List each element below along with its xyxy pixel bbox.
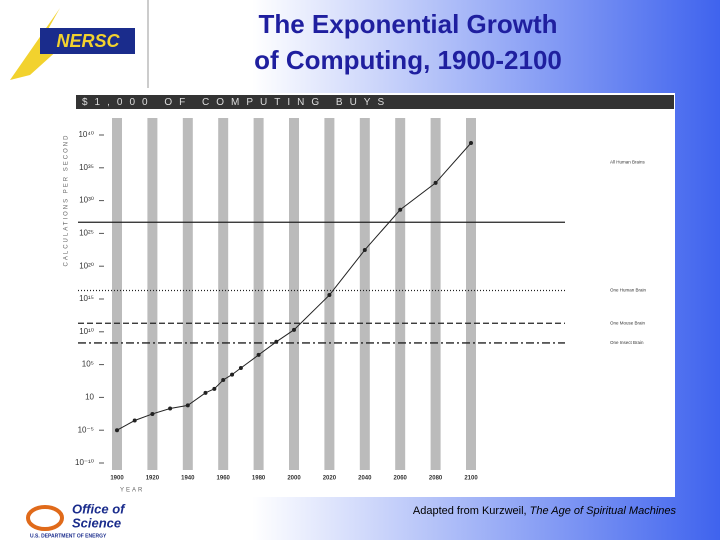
x-tick-label: 2080 [429,476,443,482]
x-tick-label: 1960 [217,476,231,482]
y-tick-label: 10¹⁰ [79,327,94,336]
y-tick-label: 10 [85,393,94,402]
reference-label: All Human Brains [610,159,646,164]
x-tick-label: 1900 [110,476,124,482]
data-point [230,372,235,377]
reference-label: One Human Brain [610,288,647,293]
data-point [398,207,403,212]
y-tick-label: 10³⁰ [79,196,94,205]
title: of Computing, 1900-2100 [254,45,562,75]
x-tick-label: 2100 [464,476,478,482]
banner [76,95,674,109]
data-point [132,418,137,423]
logo-box [40,28,135,54]
data-point [203,390,208,395]
data-point [433,180,438,185]
y-tick-label: 10⁵ [82,360,94,369]
grid-bar [253,118,264,470]
data-point [469,141,473,146]
grid-bar [289,118,299,470]
x-tick-label: 1940 [181,476,195,482]
grid-bar [359,118,370,470]
grid-bar [218,118,229,470]
data-point [115,428,119,433]
footer-logo-area [0,498,150,540]
y-tick-label: 10³⁵ [79,163,94,172]
credit-italic: The Age of Spiritual Machines [530,505,677,517]
x-tick-label: 2020 [323,476,337,482]
data-point [256,352,261,357]
x-tick-label: 2040 [358,476,372,482]
x-tick-label: 1920 [146,476,160,482]
grid-bar [147,118,158,470]
data-point [362,247,367,252]
credit: Adapted from Kurzweil, The Age of Spirit… [413,505,677,517]
y-tick-label: 10⁻¹⁰ [75,458,94,467]
grid-bar [430,118,441,470]
chart-area [75,93,675,497]
data-point [238,366,243,371]
data-point [185,403,190,408]
reference-label: One Insect Brain [610,340,644,345]
x-tick-label: 2060 [394,476,408,482]
data-point [212,386,217,391]
footer-logo-text: Office of [72,501,126,516]
data-point [327,293,332,298]
y-tick-label: 10²⁵ [79,229,94,238]
data-line [116,142,472,431]
reference-label: One Mouse Brain [610,320,646,325]
x-tick-label: 2000 [287,476,301,482]
y-tick-label: 10⁴⁰ [78,130,94,139]
grid-bar [466,118,476,470]
footer-logo-sub: U.S. DEPARTMENT OF ENERGY [30,533,107,539]
credit-text: Adapted from Kurzweil, [413,505,530,517]
data-point [221,377,226,382]
footer-logo-swirl [26,505,64,531]
x-label: YEAR [120,488,144,494]
grid-bar [112,118,122,470]
banner-text: $1,000 OF COMPUTING BUYS [82,97,391,108]
y-tick-label: 10¹⁵ [79,294,94,303]
footer-logo-text: Science [72,515,121,530]
y-label: CALCULATIONS PER SECOND [64,134,70,267]
data-point [292,327,296,332]
x-tick-label: 1980 [252,476,266,482]
title: The Exponential Growth [258,9,557,39]
y-tick-label: 10⁻⁵ [78,425,94,434]
data-point [274,339,279,344]
y-tick-label: 10²⁰ [79,261,94,270]
logo-text: NERSC [56,31,120,51]
data-point [168,406,173,411]
grid-bar [182,118,193,470]
data-point [150,411,155,416]
grid-bar [395,118,406,470]
